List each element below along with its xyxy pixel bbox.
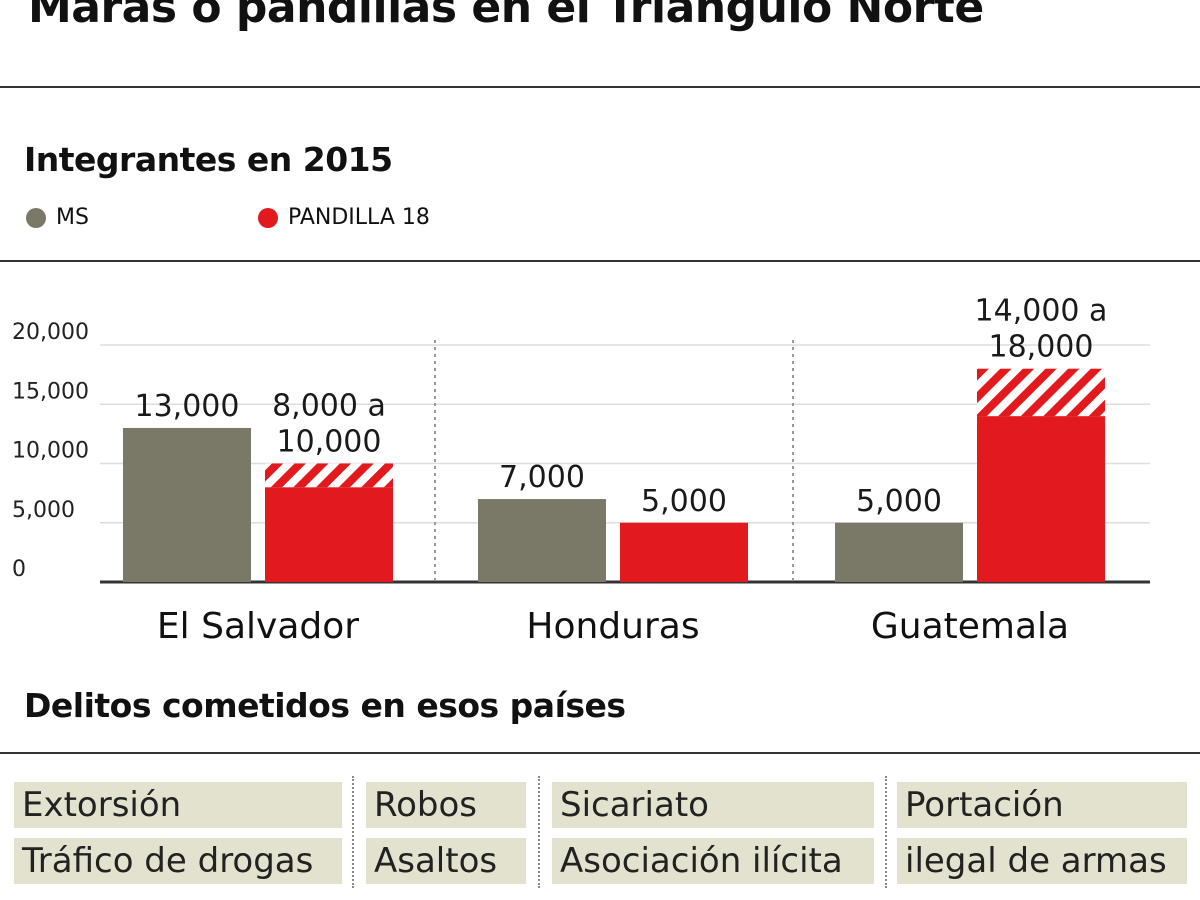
crimes-rule xyxy=(0,752,1200,754)
legend-item-p18: PANDILLA 18 xyxy=(258,205,430,230)
data-label: 13,000 xyxy=(135,389,240,424)
y-tick-label: 20,000 xyxy=(12,320,89,345)
y-tick-label: 0 xyxy=(12,557,26,582)
bar-p18 xyxy=(265,487,393,582)
crime-separator xyxy=(352,776,354,888)
y-tick-label: 5,000 xyxy=(12,498,75,523)
data-label: 5,000 xyxy=(641,484,727,519)
bar-ms xyxy=(123,427,251,582)
crime-item: Portación xyxy=(897,782,1187,828)
data-label: 18,000 xyxy=(989,330,1094,365)
crime-item: Asociación ilícita xyxy=(552,838,874,884)
crime-separator xyxy=(885,776,887,888)
chart-subtitle: Integrantes en 2015 xyxy=(24,140,393,179)
legend-item-ms: MS xyxy=(26,205,89,230)
data-label: 8,000 a xyxy=(272,389,386,424)
y-tick-label: 15,000 xyxy=(12,379,89,404)
crime-item: ilegal de armas xyxy=(897,838,1187,884)
bar-p18 xyxy=(977,416,1105,582)
crimes-title: Delitos cometidos en esos países xyxy=(24,686,626,725)
title-rule xyxy=(0,86,1200,88)
crime-item: Robos xyxy=(366,782,526,828)
legend-rule xyxy=(0,260,1200,262)
data-label: 7,000 xyxy=(499,460,585,495)
legend-swatch-p18 xyxy=(258,207,278,228)
data-label: 5,000 xyxy=(856,484,942,519)
crime-item: Sicariato xyxy=(552,782,874,828)
crime-item: Extorsión xyxy=(14,782,342,828)
page-title: Maras o pandillas en el Triángulo Norte xyxy=(28,0,984,33)
category-label: Honduras xyxy=(526,606,699,647)
y-tick-label: 10,000 xyxy=(12,439,89,464)
category-label: El Salvador xyxy=(157,606,359,647)
legend-label-p18: PANDILLA 18 xyxy=(288,205,430,230)
data-label: 10,000 xyxy=(277,425,382,460)
data-label: 14,000 a xyxy=(975,294,1108,329)
crime-separator xyxy=(538,776,540,888)
bar-ms xyxy=(835,522,963,582)
bar-range-hatch xyxy=(977,368,1105,417)
legend-swatch-ms xyxy=(26,207,46,228)
crime-item: Asaltos xyxy=(366,838,526,884)
bar-p18 xyxy=(620,522,748,582)
category-label: Guatemala xyxy=(871,606,1069,647)
bar-range-hatch xyxy=(265,463,393,488)
crime-item: Tráfico de drogas xyxy=(14,838,342,884)
legend-label-ms: MS xyxy=(56,205,89,230)
bar-ms xyxy=(478,499,606,582)
